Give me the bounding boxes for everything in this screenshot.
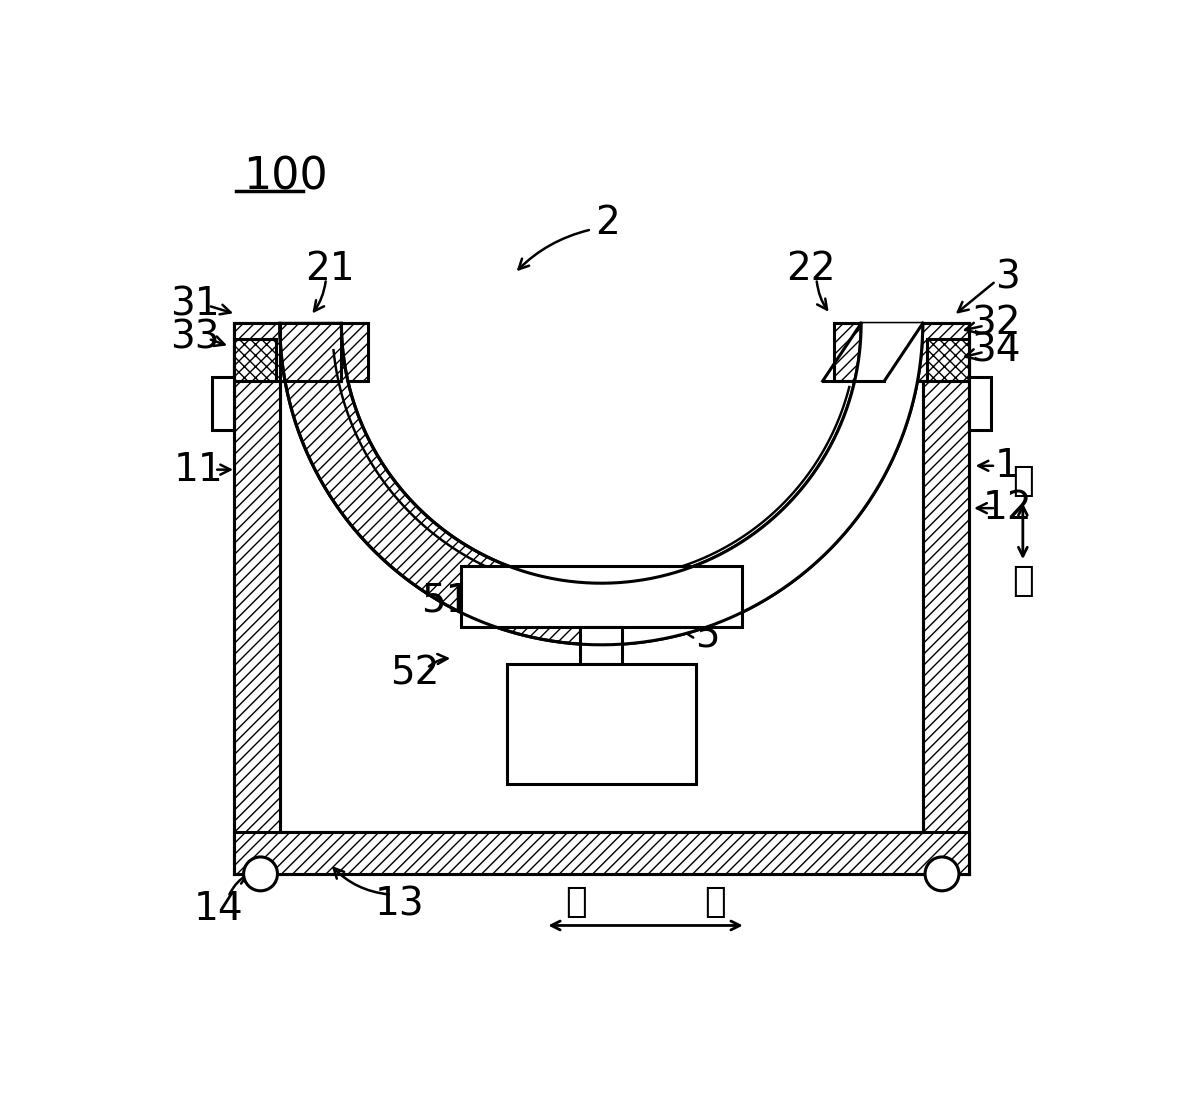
Text: 11: 11 — [174, 451, 224, 489]
Text: 22: 22 — [786, 250, 836, 288]
Text: 3: 3 — [996, 258, 1019, 296]
Text: 上: 上 — [1012, 464, 1034, 498]
Text: 5: 5 — [695, 616, 720, 654]
Text: 33: 33 — [170, 318, 220, 356]
Text: 100: 100 — [243, 155, 328, 199]
Bar — [461, 566, 742, 627]
Bar — [969, 377, 991, 430]
Bar — [234, 339, 276, 381]
Text: 12: 12 — [982, 489, 1033, 527]
Bar — [507, 664, 696, 783]
Text: 14: 14 — [193, 889, 243, 927]
Text: 34: 34 — [972, 331, 1021, 369]
Bar — [580, 627, 623, 664]
Bar — [926, 339, 969, 381]
Text: 左: 左 — [565, 885, 587, 920]
Bar — [212, 377, 234, 430]
Bar — [234, 339, 276, 381]
Text: 2: 2 — [594, 204, 619, 242]
Text: 13: 13 — [374, 886, 424, 924]
Bar — [234, 324, 368, 381]
Circle shape — [925, 857, 958, 891]
Bar — [234, 324, 280, 874]
Text: 右: 右 — [704, 885, 726, 920]
Text: 31: 31 — [170, 285, 220, 324]
Polygon shape — [601, 324, 922, 645]
Bar — [234, 831, 969, 874]
Text: 52: 52 — [389, 655, 440, 693]
Text: 下: 下 — [1012, 565, 1034, 598]
Bar — [212, 377, 234, 430]
Bar — [234, 831, 969, 874]
Bar — [926, 339, 969, 381]
Bar — [834, 324, 969, 381]
Text: 51: 51 — [420, 581, 470, 619]
Bar — [834, 324, 969, 381]
Bar — [969, 377, 991, 430]
Bar — [234, 324, 368, 381]
Text: 21: 21 — [305, 250, 355, 288]
Text: 32: 32 — [972, 305, 1021, 343]
Bar — [922, 324, 969, 874]
Text: 1: 1 — [996, 446, 1019, 484]
Circle shape — [243, 857, 278, 891]
Bar — [922, 324, 969, 874]
Polygon shape — [280, 324, 922, 645]
Bar — [234, 324, 280, 874]
